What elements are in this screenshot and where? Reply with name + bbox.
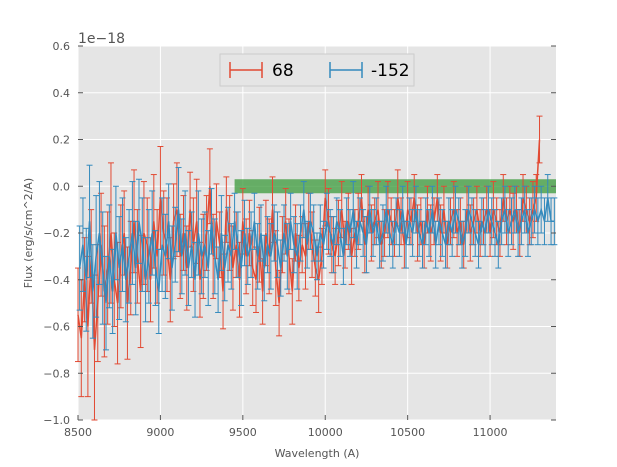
x-tick-label: 9000 — [146, 426, 174, 439]
x-tick-label: 10000 — [308, 426, 343, 439]
band-layer — [234, 179, 556, 194]
y-tick-label: −0.4 — [43, 274, 70, 287]
axis-ticks: 8500 9000 9500 10000 10500 11000 −1.0 −0.8 −0.6 −… — [43, 40, 556, 439]
legend-marker-68 — [229, 62, 263, 78]
y-tick-label: −0.2 — [43, 227, 70, 240]
x-tick-label: 8500 — [64, 426, 92, 439]
x-axis-label: Wavelength (A) — [275, 447, 360, 460]
y-tick-label: 0.0 — [53, 180, 71, 193]
x-tick-label: 11000 — [473, 426, 508, 439]
y-tick-label: −0.6 — [43, 321, 70, 334]
y-axis-label: Flux (erg/s/cm^2/A) — [22, 178, 35, 288]
green-band — [234, 179, 556, 194]
x-tick-label: 9500 — [229, 426, 257, 439]
y-tick-label: 0.4 — [53, 87, 71, 100]
y-tick-label: −0.8 — [43, 367, 70, 380]
x-tick-label: 10500 — [390, 426, 425, 439]
y-offset-label: 1e−18 — [78, 31, 125, 47]
series-line — [78, 197, 555, 304]
y-tick-label: 0.2 — [53, 134, 71, 147]
legend-label-68: 68 — [272, 61, 294, 81]
y-tick-label: −1.0 — [43, 414, 70, 427]
series-1 — [76, 164, 558, 351]
series-layer — [75, 115, 558, 421]
legend-label-minus152: -152 — [371, 61, 410, 81]
legend-marker-minus152 — [329, 62, 363, 78]
legend: 68 -152 — [219, 53, 415, 87]
y-tick-label: 0.6 — [53, 40, 71, 53]
